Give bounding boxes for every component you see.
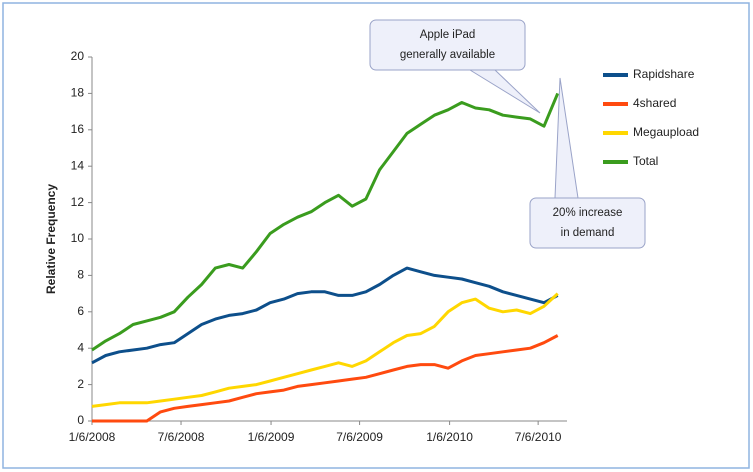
series-line [91,266,559,365]
y-tick-label: 18 [71,86,85,100]
x-tick-label: 1/6/2010 [426,430,473,444]
x-tick-label: 1/6/2009 [248,430,295,444]
legend-label: 4shared [633,96,676,110]
y-tick-label: 12 [71,195,85,209]
x-tick-label: 7/6/2010 [515,430,562,444]
y-tick-label: 14 [71,158,85,172]
y-tick-label: 16 [71,122,85,136]
legend-label: Megaupload [633,125,699,139]
series-line [91,92,560,352]
callout-pointer [468,69,541,114]
y-tick-label: 20 [71,49,85,63]
series-line [91,292,559,408]
y-tick-label: 10 [71,231,85,245]
callout: 20% increase in demand [529,77,646,249]
legend-label: Rapidshare [633,67,695,81]
x-tick-label: 7/6/2009 [336,430,383,444]
legend-label: Total [633,154,658,168]
callout-text: generally available [400,49,495,61]
callout-text: in demand [561,227,615,239]
y-tick-label: 8 [77,268,84,282]
series-line [92,334,559,423]
y-axis-label: Relative Frequency [44,184,58,294]
y-tick-label: 6 [77,304,84,318]
y-tick-label: 0 [77,413,84,427]
callout-text: 20% increase [553,207,623,219]
x-tick-label: 7/6/2008 [158,430,205,444]
callout-text: Apple iPad [420,29,476,41]
callout-cover [531,199,644,247]
x-tick-label: 1/6/2008 [69,430,116,444]
y-tick-label: 2 [77,377,84,391]
y-tick-label: 4 [77,340,84,354]
callout-cover [371,21,524,69]
callout: Apple iPad generally available [369,19,541,114]
callout-pointer [554,77,579,199]
